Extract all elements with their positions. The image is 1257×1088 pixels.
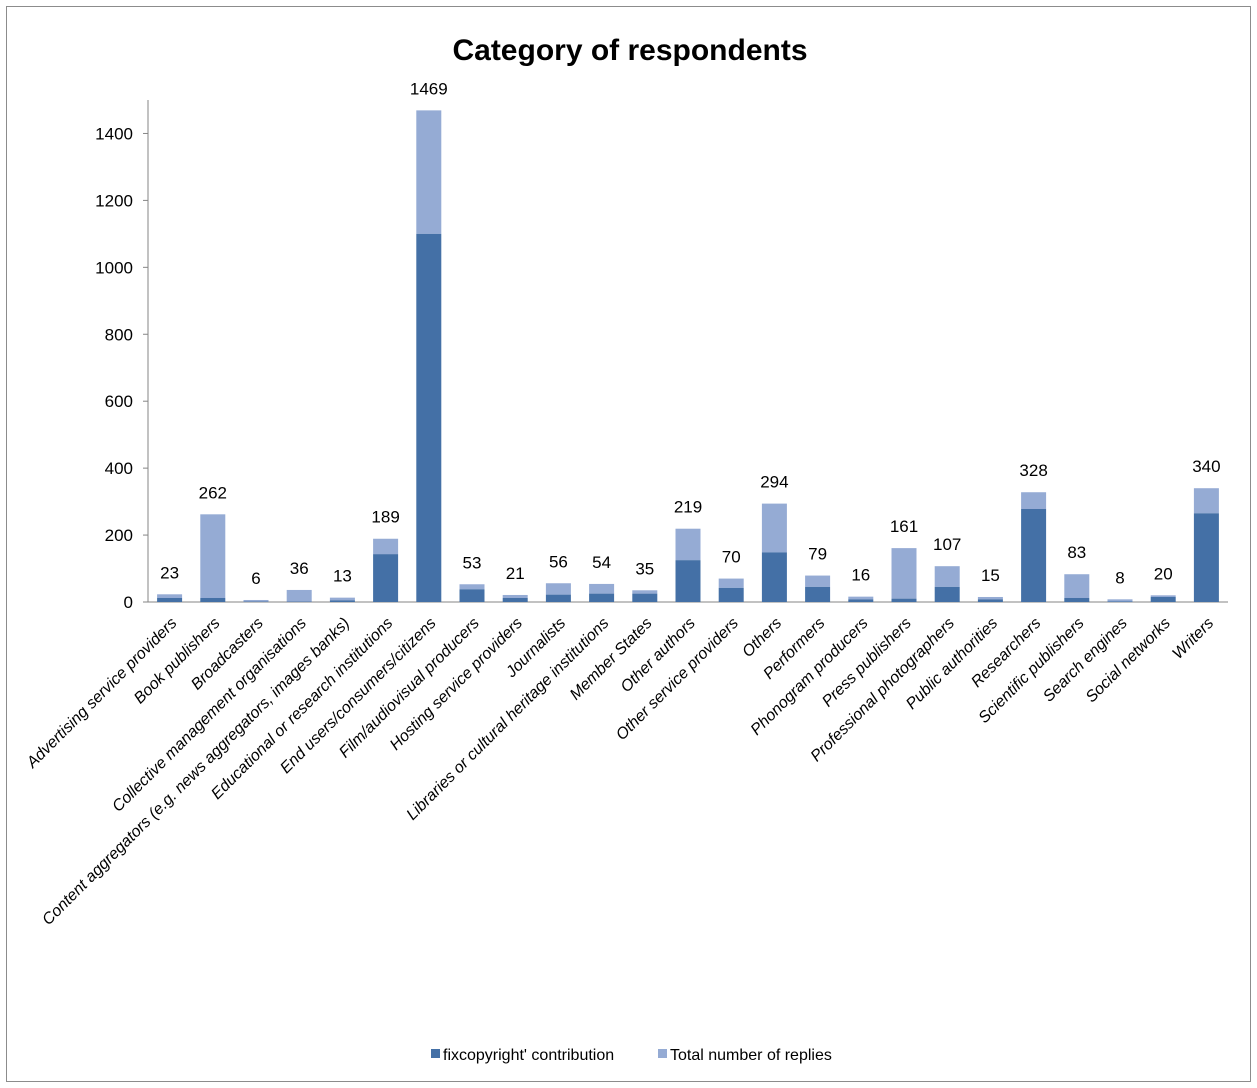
data-label: 23 — [160, 563, 179, 582]
data-label: 161 — [890, 517, 918, 536]
y-tick-label: 600 — [105, 392, 133, 411]
bar-total-replies — [1064, 574, 1090, 598]
bar-contribution — [934, 586, 960, 602]
data-label: 20 — [1154, 564, 1173, 583]
data-label: 107 — [933, 535, 961, 554]
bar-total-replies — [502, 594, 528, 598]
legend-swatch-total — [658, 1049, 667, 1058]
data-label: 35 — [635, 559, 654, 578]
data-label: 340 — [1192, 457, 1220, 476]
bar-total-replies — [718, 578, 744, 588]
data-label: 79 — [808, 545, 827, 564]
y-tick-label: 200 — [105, 526, 133, 545]
legend-swatch-contribution — [431, 1049, 440, 1058]
data-label: 1469 — [410, 79, 448, 98]
y-tick-label: 400 — [105, 459, 133, 478]
bar-contribution — [1064, 597, 1090, 602]
data-label: 294 — [760, 473, 788, 492]
data-label: 6 — [251, 569, 260, 588]
bar-contribution — [200, 597, 226, 602]
bar-total-replies — [977, 596, 1003, 600]
bar-contribution — [459, 589, 485, 602]
bar-total-replies — [243, 599, 269, 602]
category-label: Other authors — [618, 615, 699, 696]
data-label: 54 — [592, 553, 611, 572]
legend-label-total: Total number of replies — [670, 1047, 832, 1064]
bar-contribution — [1193, 513, 1219, 602]
y-tick-label: 1200 — [95, 191, 133, 210]
data-label: 8 — [1115, 568, 1124, 587]
bar-contribution — [848, 599, 874, 602]
bar-total-replies — [1021, 492, 1047, 509]
bar-contribution — [545, 594, 571, 602]
bar-total-replies — [761, 503, 787, 553]
bar-contribution — [675, 560, 701, 602]
bar-contribution — [805, 586, 831, 602]
bar-total-replies — [805, 575, 831, 587]
bar-contribution — [1107, 601, 1133, 602]
y-tick-label: 1400 — [95, 124, 133, 143]
bar-contribution — [589, 593, 615, 602]
bar-contribution — [718, 587, 744, 602]
bar-contribution — [891, 598, 917, 602]
bar-total-replies — [1150, 595, 1176, 597]
bar-contribution — [761, 552, 787, 602]
bar-total-replies — [200, 514, 226, 598]
data-label: 56 — [549, 552, 568, 571]
bar-total-replies — [632, 590, 658, 594]
data-label: 21 — [506, 564, 525, 583]
data-label: 36 — [290, 559, 309, 578]
bar-contribution — [373, 554, 399, 602]
bar-total-replies — [891, 548, 917, 599]
bar-total-replies — [545, 583, 571, 595]
bar-total-replies — [329, 597, 355, 601]
data-label: 13 — [333, 567, 352, 586]
bar-contribution — [502, 597, 528, 602]
bars — [157, 110, 1219, 602]
bar-total-replies — [934, 566, 960, 587]
data-label: 262 — [199, 483, 227, 502]
data-label: 16 — [851, 566, 870, 585]
bar-total-replies — [848, 596, 874, 600]
category-label: Content aggregators (e.g. news aggregato… — [39, 615, 353, 929]
data-label: 15 — [981, 566, 1000, 585]
bar-total-replies — [1107, 599, 1133, 602]
category-label: Libraries or cultural heritage instituti… — [404, 615, 613, 824]
bar-total-replies — [459, 584, 485, 590]
data-label: 70 — [722, 548, 741, 567]
y-tick-label: 0 — [124, 593, 133, 612]
y-tick-label: 800 — [105, 325, 133, 344]
bar-contribution — [1150, 596, 1176, 602]
legend-label-contribution: fixcopyright' contribution — [443, 1047, 614, 1064]
bar-contribution — [416, 233, 442, 602]
bar-total-replies — [157, 594, 183, 598]
data-label: 328 — [1019, 461, 1047, 480]
category-label: End users/consumers/citizens — [277, 615, 439, 777]
bar-contribution — [1021, 508, 1047, 602]
bar-contribution — [157, 597, 183, 602]
bar-total-replies — [1193, 488, 1219, 514]
chart-title: Category of respondents — [452, 34, 807, 67]
y-tick-label: 1000 — [95, 258, 133, 277]
data-label: 53 — [463, 553, 482, 572]
axes: 0 200 400 600 800 1000 1200 1400 — [95, 100, 1228, 612]
bar-total-replies — [286, 589, 312, 602]
data-label: 219 — [674, 498, 702, 517]
bar-total-replies — [373, 538, 399, 555]
bar-contribution — [977, 599, 1003, 602]
data-label: 189 — [371, 508, 399, 527]
category-label: Writers — [1169, 615, 1217, 663]
bar-contribution — [632, 593, 658, 602]
bar-total-replies — [416, 110, 442, 234]
bar-total-replies — [589, 583, 615, 594]
data-label: 83 — [1067, 543, 1086, 562]
bar-contribution — [329, 600, 355, 602]
bar-total-replies — [675, 528, 701, 561]
legend: fixcopyright' contribution Total number … — [431, 1047, 832, 1064]
